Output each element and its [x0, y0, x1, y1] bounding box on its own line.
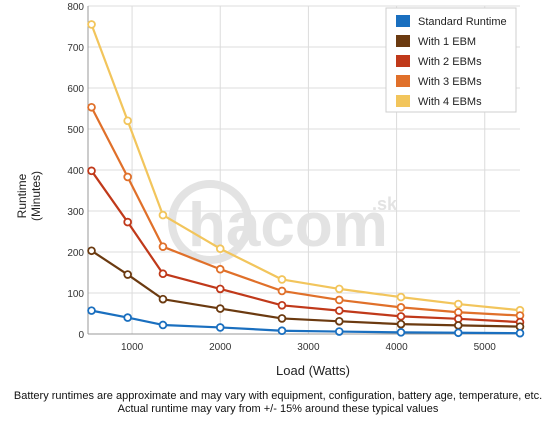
y-tick-label: 100: [67, 289, 84, 300]
data-point: [215, 284, 225, 294]
y-axis-label-line: Runtime: [15, 173, 29, 218]
data-point: [334, 327, 344, 336]
data-point: [277, 275, 287, 284]
data-point: [158, 320, 168, 330]
data-point: [87, 20, 96, 29]
x-tick-label: 2000: [209, 342, 232, 353]
legend-swatch: [396, 55, 410, 67]
watermark-logo-ring: [168, 180, 252, 264]
data-point: [87, 246, 96, 256]
data-point: [123, 217, 132, 227]
legend-label: With 2 EBMs: [418, 56, 482, 68]
data-point: [158, 269, 168, 279]
legend-label: With 4 EBMs: [418, 96, 482, 108]
data-point: [396, 319, 406, 329]
x-tick-label: 4000: [385, 342, 408, 353]
y-tick-label: 200: [67, 248, 84, 259]
x-tick-label: 1000: [121, 342, 144, 353]
data-point: [215, 264, 225, 274]
legend: Standard Runtime With 1 EBM With 2 EBMs Wit…: [385, 7, 517, 113]
legend-label: With 3 EBMs: [418, 76, 482, 88]
data-point: [453, 321, 463, 330]
data-point: [87, 102, 96, 112]
data-point: [277, 314, 287, 323]
y-tick-label: 300: [67, 207, 84, 218]
footnote-line-2: Actual runtime may vary from +/- 15% aro…: [117, 403, 439, 415]
legend-label: Standard Runtime: [418, 16, 507, 28]
data-point: [87, 166, 96, 176]
legend-swatch: [396, 35, 410, 47]
y-tick-label: 600: [67, 84, 84, 95]
data-point: [215, 323, 225, 332]
axes: 0 100 200 300 400 500 600 700 800 1000 2000 3000 400…: [67, 2, 520, 353]
data-point: [123, 270, 132, 279]
y-tick-label: 400: [67, 166, 84, 177]
watermark-suffix: .sk: [372, 194, 398, 214]
x-tick-label: 3000: [297, 342, 320, 353]
data-point: [334, 284, 344, 294]
x-axis-label: Load (Watts): [276, 363, 350, 378]
grid: [88, 5, 520, 335]
data-point: [87, 306, 96, 315]
data-point: [396, 312, 406, 321]
data-point: [515, 328, 525, 338]
watermark: hacom .sk: [168, 180, 398, 264]
legend-swatch: [396, 75, 410, 87]
data-point: [453, 299, 463, 309]
y-tick-label: 0: [78, 330, 84, 341]
data-point: [215, 244, 225, 254]
series-lines: [87, 20, 525, 338]
y-axis-label-line: (Minutes): [29, 171, 43, 221]
data-point: [277, 300, 287, 310]
legend-label: With 1 EBM: [418, 36, 476, 48]
data-point: [158, 294, 168, 304]
y-tick-label: 500: [67, 125, 84, 136]
data-point: [123, 172, 132, 182]
data-point: [158, 210, 168, 220]
data-point: [334, 295, 344, 305]
data-point: [396, 292, 406, 302]
x-tick-label: 5000: [474, 342, 497, 353]
data-point: [277, 326, 287, 336]
legend-swatch: [396, 95, 410, 107]
data-point: [215, 304, 225, 313]
data-point: [158, 242, 168, 251]
y-tick-label: 800: [67, 2, 84, 13]
y-tick-label: 700: [67, 43, 84, 54]
data-point: [396, 328, 406, 337]
data-point: [277, 286, 287, 296]
footnote-line-1: Battery runtimes are approximate and may…: [13, 390, 543, 402]
data-point: [453, 328, 463, 338]
y-axis-label: Runtime (Minutes): [15, 171, 43, 221]
data-point: [334, 306, 344, 315]
data-point: [334, 316, 344, 326]
legend-swatch: [396, 15, 410, 27]
data-point: [123, 116, 132, 126]
data-point: [123, 313, 132, 322]
data-point: [396, 303, 406, 312]
